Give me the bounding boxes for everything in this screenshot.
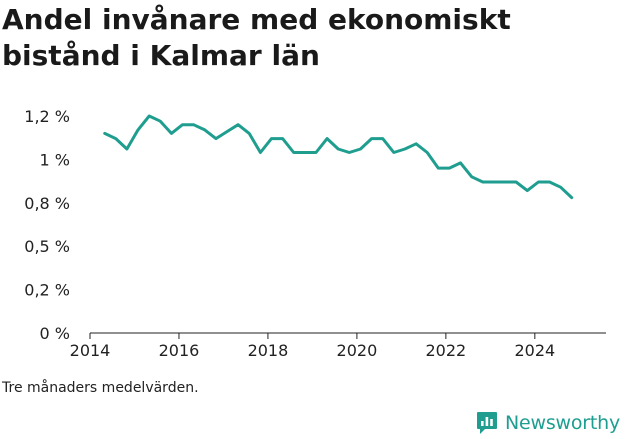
y-tick-label: 1,2 % xyxy=(24,107,70,126)
series-line xyxy=(103,114,574,200)
footnote: Tre månaders medelvärden. xyxy=(2,380,199,396)
x-tick-label: 2022 xyxy=(426,341,467,360)
x-tick-label: 2016 xyxy=(159,341,200,360)
x-tick-label: 2018 xyxy=(248,341,289,360)
brand-logo: Newsworthy xyxy=(476,409,620,437)
chart-title: Andel invånare med ekonomiskt bistånd i … xyxy=(2,3,511,72)
y-tick-label: 1 % xyxy=(40,150,70,169)
y-tick-label: 0,8 % xyxy=(24,194,70,213)
x-tick-label: 2014 xyxy=(70,341,111,360)
x-tick-label: 2024 xyxy=(514,341,555,360)
y-axis: 0 % 0,2 % 0,5 % 0,8 % 1 % 1,2 % xyxy=(24,107,70,343)
newsworthy-logo-icon xyxy=(477,412,497,434)
series-group xyxy=(103,114,574,200)
x-axis: 2014 2016 2018 2020 2022 2024 xyxy=(70,332,606,360)
line-chart: 0 %0,2 %0,5 %0,8 %1 %1,2 % 2014 2016 2018 2… xyxy=(24,107,606,360)
brand-name: Newsworthy xyxy=(505,412,621,434)
y-tick-label: 0,2 % xyxy=(24,281,70,300)
y-tick-label: 0 % xyxy=(40,324,70,343)
x-tick-label: 2020 xyxy=(337,341,378,360)
y-tick-label: 0,5 % xyxy=(24,237,70,256)
